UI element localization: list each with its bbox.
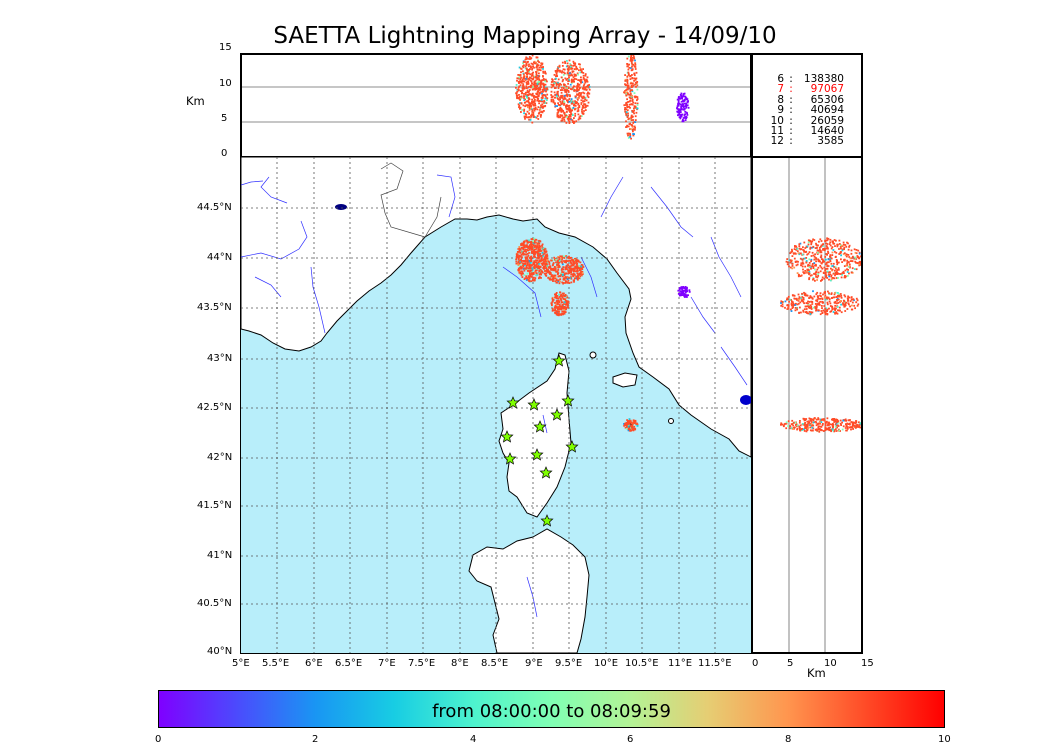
right-panel-plot	[780, 157, 862, 653]
lake	[335, 204, 347, 210]
plot-title: SAETTA Lightning Mapping Array - 14/09/1…	[273, 23, 777, 49]
right-xlabel: Km	[807, 666, 826, 680]
lat-tick: 43.5°N	[197, 302, 232, 313]
lat-tick: 41°N	[207, 550, 233, 561]
stats-row: 8:65306	[777, 93, 844, 106]
colorbar-tick: 10	[938, 734, 951, 745]
lat-tick: 40°N	[207, 646, 233, 657]
map-frame	[240, 156, 753, 654]
top-ytick: 10	[219, 78, 232, 89]
station-star-icon	[565, 440, 579, 453]
top-ytick: 5	[221, 113, 228, 124]
top-panel-plot	[241, 53, 751, 140]
stats-row: 6:138380	[777, 73, 844, 85]
lon-tick: 10°E	[594, 658, 619, 669]
stats-row: 7:97067	[777, 83, 844, 96]
stats-row: 10:26059	[770, 114, 844, 127]
lon-tick: 10.5°E	[625, 658, 659, 669]
colorbar-tick: 0	[155, 734, 162, 745]
lat-tick: 44°N	[207, 252, 233, 263]
lon-tick: 8.5°E	[481, 658, 509, 669]
right-xtick: 5	[787, 658, 794, 669]
rivers	[241, 174, 748, 618]
station-star-icon	[503, 452, 517, 465]
mainland	[241, 157, 751, 458]
station-star-icon	[500, 430, 514, 443]
lon-tick: 9°E	[525, 658, 543, 669]
lon-tick: 6°E	[305, 658, 323, 669]
lat-tick: 42°N	[207, 452, 233, 463]
lon-tick: 7.5°E	[408, 658, 436, 669]
lon-tick: 9.5°E	[555, 658, 583, 669]
right-xtick: 0	[752, 658, 759, 669]
station-star-icon	[506, 396, 520, 409]
stats-row: 12:3585	[770, 135, 844, 148]
lat-tick: 40.5°N	[197, 598, 232, 609]
right-panel	[753, 157, 862, 653]
station-star-icon	[527, 398, 541, 411]
station-star-icon	[550, 408, 564, 421]
lat-tick: 43°N	[207, 353, 233, 364]
station-star-icon	[540, 514, 554, 527]
lon-tick: 6.5°E	[335, 658, 363, 669]
lat-tick: 42.5°N	[197, 402, 232, 413]
lon-tick: 5°E	[232, 658, 250, 669]
map-panel	[241, 157, 751, 653]
station-star-icon	[561, 394, 575, 407]
time-colorbar	[158, 690, 945, 728]
top-panel	[241, 53, 751, 157]
colorbar-tick: 4	[470, 734, 477, 745]
borders	[380, 162, 442, 238]
lake	[740, 395, 751, 405]
colorbar-tick: 6	[627, 734, 634, 745]
top-ytick: 15	[219, 42, 232, 53]
station-star-icon	[539, 466, 553, 479]
colorbar-tick: 2	[312, 734, 319, 745]
map-svg	[241, 157, 751, 653]
top-ylabel: Km	[186, 94, 205, 108]
right-xtick: 10	[824, 658, 837, 669]
lon-tick: 7°E	[378, 658, 396, 669]
station-star-icon	[530, 448, 544, 461]
stats-row: 11:14640	[770, 125, 844, 138]
top-ytick: 0	[221, 148, 228, 159]
station-star-icon	[552, 354, 566, 367]
lat-tick: 41.5°N	[197, 500, 232, 511]
sardinia-island	[468, 528, 590, 653]
lon-tick: 8°E	[451, 658, 469, 669]
lon-tick: 11°E	[668, 658, 693, 669]
lon-tick: 5.5°E	[262, 658, 290, 669]
stats-row: 9:40694	[777, 104, 844, 117]
stats-list: 6:138380 7:97067 8:65306 9:40694 10:2605…	[758, 74, 858, 147]
map-grid	[241, 157, 751, 653]
lat-tick: 44.5°N	[197, 202, 232, 213]
lon-tick: 11.5°E	[698, 658, 732, 669]
colorbar-tick: 8	[785, 734, 792, 745]
elba-island	[612, 372, 638, 388]
right-xtick: 15	[861, 658, 874, 669]
colorbar-label: from 08:00:00 to 08:09:59	[432, 701, 671, 722]
station-star-icon	[533, 420, 547, 433]
right-panel-frame	[751, 156, 863, 654]
